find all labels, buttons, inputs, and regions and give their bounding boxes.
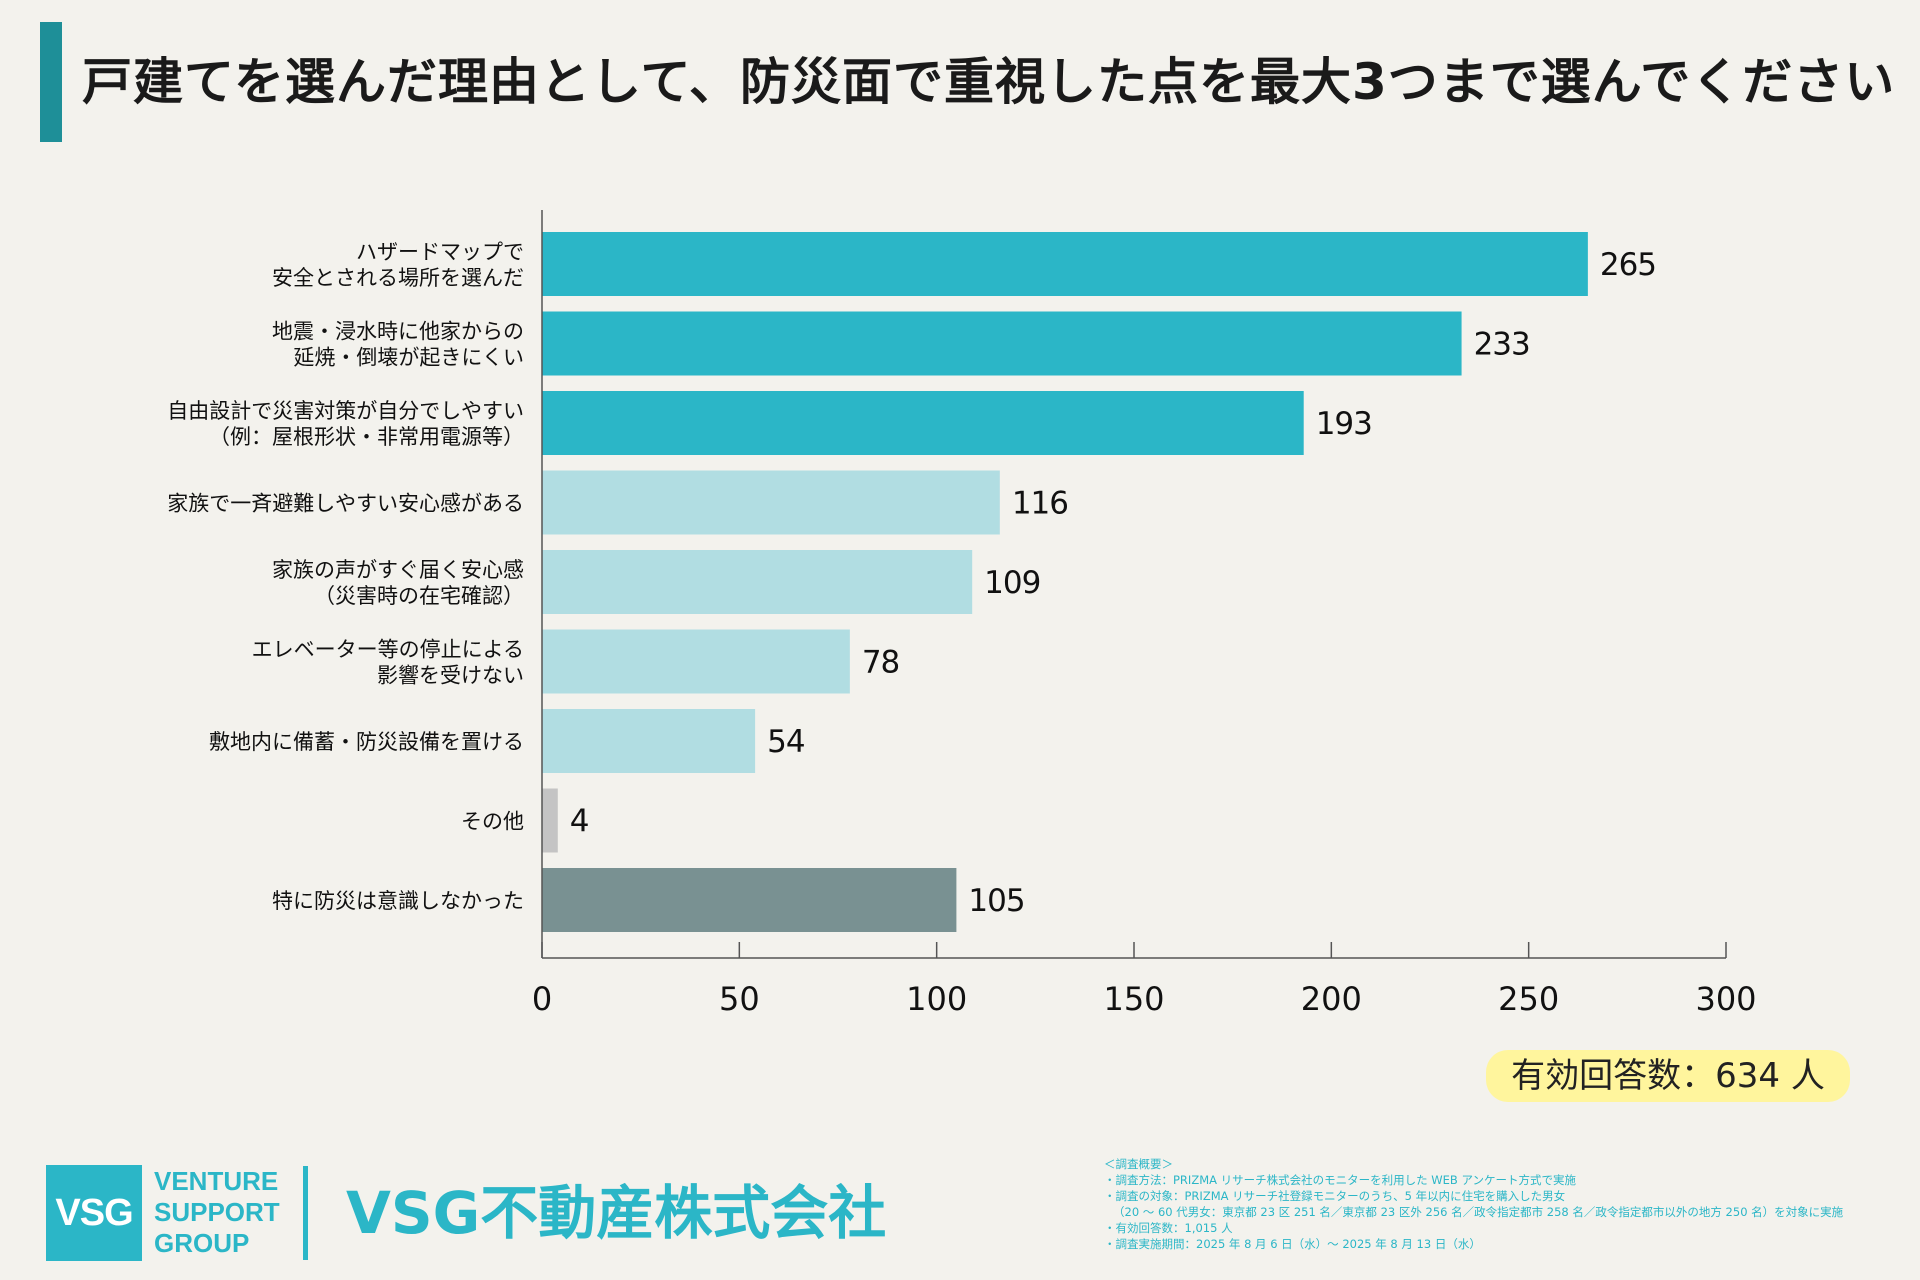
bar-4 bbox=[542, 550, 973, 614]
logo-line-1: VENTURE bbox=[154, 1166, 279, 1196]
bar-value-label: 4 bbox=[570, 804, 589, 840]
category-label: 安全とされる場所を選んだ bbox=[272, 266, 524, 290]
logo-line-2: SUPPORT bbox=[154, 1197, 280, 1227]
category-label: 地震・浸水時に他家からの bbox=[272, 320, 524, 344]
category-label: エレベーター等の停止による bbox=[252, 638, 524, 662]
bar-3 bbox=[542, 470, 1000, 535]
survey-period: ・調査実施期間：2025 年 8 月 6 日（水）～ 2025 年 8 月 13… bbox=[1104, 1237, 1481, 1251]
category-label: 特に防災は意識しなかった bbox=[272, 889, 524, 913]
x-tick-label: 0 bbox=[532, 980, 552, 1018]
title-accent-bar bbox=[40, 22, 62, 142]
category-label: （例：屋根形状・非常用電源等） bbox=[209, 425, 524, 449]
x-tick-label: 300 bbox=[1695, 980, 1756, 1018]
bar-value-label: 116 bbox=[1012, 486, 1068, 522]
category-label: ハザードマップで bbox=[356, 240, 524, 264]
category-label: 家族の声がすぐ届く安心感 bbox=[272, 558, 524, 582]
category-label: 影響を受けない bbox=[377, 664, 524, 688]
bar-1 bbox=[542, 311, 1462, 376]
bar-6 bbox=[542, 709, 756, 773]
respondent-count-badge: 有効回答数：634 人 bbox=[1486, 1050, 1850, 1102]
survey-notes-heading: ＜調査概要＞ bbox=[1104, 1157, 1173, 1171]
category-label: 家族で一斉避難しやすい安心感がある bbox=[167, 492, 524, 516]
category-label: 敷地内に備蓄・防災設備を置ける bbox=[209, 730, 524, 754]
logo-divider bbox=[303, 1166, 308, 1260]
survey-target-detail: （20 ～ 60 代男女：東京都 23 区 251 名／東京都 23 区外 25… bbox=[1113, 1205, 1844, 1219]
x-tick-label: 150 bbox=[1103, 980, 1164, 1018]
bar-5 bbox=[542, 629, 850, 694]
survey-target: ・調査の対象：PRIZMA リサーチ社登録モニターのうち、5 年以内に住宅を購入… bbox=[1104, 1189, 1566, 1203]
x-tick-label: 200 bbox=[1301, 980, 1362, 1018]
page-title: 戸建てを選んだ理由として、防災面で重視した点を最大3つまで選んでください bbox=[82, 53, 1896, 111]
logo-wordmark: VENTURE SUPPORT GROUP bbox=[154, 1166, 280, 1259]
bar-value-label: 265 bbox=[1600, 247, 1656, 283]
bar-value-label: 54 bbox=[767, 724, 804, 760]
category-label: （災害時の在宅確認） bbox=[314, 584, 524, 608]
x-axis: 0 50 100 150 200 250 300 bbox=[532, 210, 1757, 1018]
survey-method: ・調査方法：PRIZMA リサーチ株式会社のモニターを利用した WEB アンケー… bbox=[1104, 1173, 1577, 1187]
survey-notes: ＜調査概要＞ ・調査方法：PRIZMA リサーチ株式会社のモニターを利用した W… bbox=[1104, 1156, 1914, 1252]
bar-value-label: 109 bbox=[984, 565, 1040, 601]
survey-valid-count: ・有効回答数：1,015 人 bbox=[1104, 1221, 1233, 1235]
category-label: 延焼・倒壊が起きにくい bbox=[293, 346, 524, 370]
bar-8 bbox=[542, 868, 957, 932]
bar-2 bbox=[542, 391, 1304, 455]
bar-0 bbox=[542, 232, 1588, 296]
bar-value-label: 78 bbox=[862, 645, 899, 681]
x-tick-label: 50 bbox=[719, 980, 760, 1018]
bar-value-label: 233 bbox=[1474, 327, 1530, 363]
bar-value-label: 105 bbox=[968, 883, 1024, 919]
x-tick-label: 100 bbox=[906, 980, 967, 1018]
vsg-logo-icon: VSG bbox=[46, 1165, 142, 1261]
logo-line-3: GROUP bbox=[154, 1228, 250, 1258]
bar-7 bbox=[542, 788, 558, 853]
x-tick-label: 250 bbox=[1498, 980, 1559, 1018]
company-name: VSG不動産株式会社 bbox=[346, 1179, 887, 1247]
bar-value-label: 193 bbox=[1316, 406, 1372, 442]
category-label: 自由設計で災害対策が自分でしやすい bbox=[167, 399, 524, 423]
category-label: その他 bbox=[461, 810, 524, 834]
